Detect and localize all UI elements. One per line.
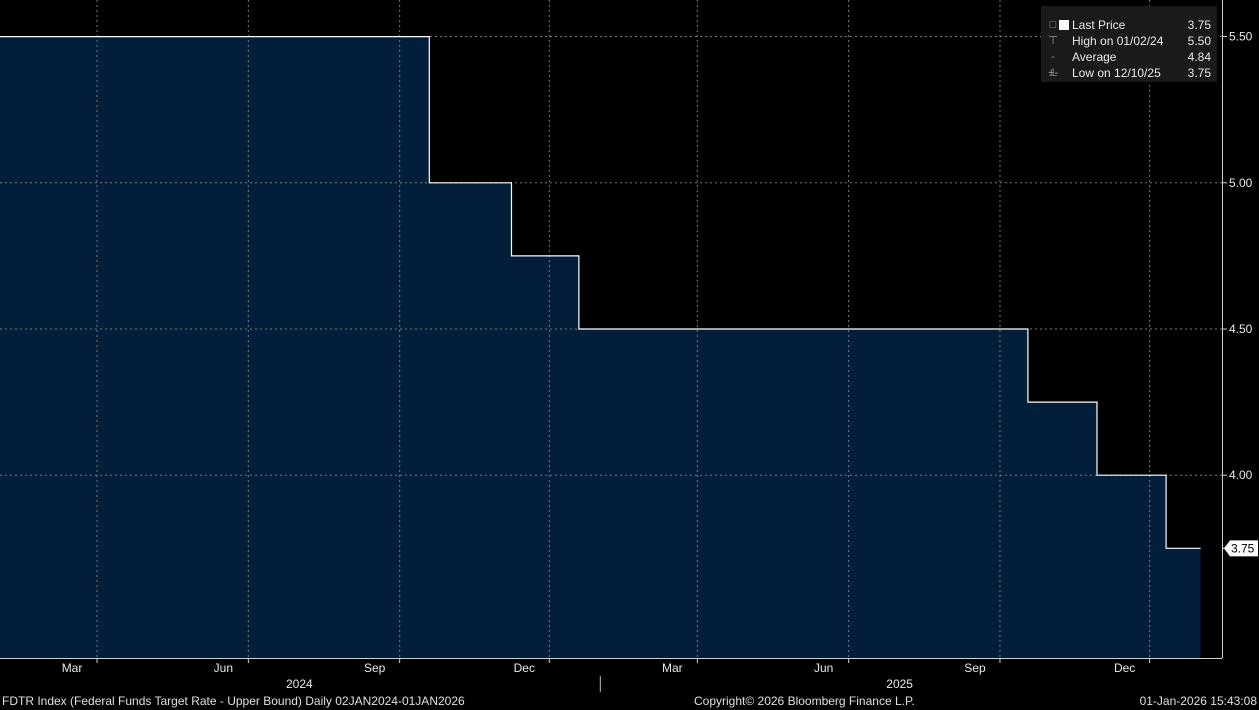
high-marker-icon: ⊤ — [1048, 35, 1058, 47]
legend-row-last-price: □ Last Price 3.75 — [1041, 17, 1217, 33]
legend-value: 3.75 — [1187, 66, 1211, 80]
last-value-label: 3.75 — [1231, 541, 1255, 555]
legend-row-low: ⊥ Low on 12/10/25 3.75 — [1041, 65, 1217, 81]
y-tick-label: 4.50 — [1229, 322, 1253, 336]
series-swatch-icon — [1059, 20, 1069, 30]
security-description: FDTR Index (Federal Funds Target Rate - … — [2, 694, 465, 708]
copyright-text: Copyright© 2026 Bloomberg Finance L.P. — [694, 694, 915, 708]
legend-value: 3.75 — [1187, 18, 1211, 32]
x-tick-label: Mar — [662, 661, 683, 675]
legend-label: Last Price — [1072, 18, 1126, 32]
y-tick-label: 4.00 — [1229, 468, 1253, 482]
timestamp: 01-Jan-2026 15:43:08 — [1139, 694, 1257, 708]
series-line — [0, 35, 1201, 549]
legend-value: 4.84 — [1187, 50, 1211, 64]
x-tick-label: Sep — [364, 661, 386, 675]
x-tick-label: Sep — [964, 661, 986, 675]
last-value-tag — [1224, 540, 1258, 557]
chart-legend: □ Last Price 3.75 ⊤ High on 01/02/24 5.5… — [1041, 6, 1217, 82]
legend-row-average: -+- Average 4.84 — [1041, 49, 1217, 79]
legend-label: Average — [1072, 50, 1117, 64]
low-marker-icon: ⊥ — [1048, 67, 1058, 79]
rate-chart: 5.50 5.00 4.50 4.00 Mar Jun Sep Dec Mar Jun Sep Dec… — [0, 0, 1258, 692]
collapse-icon[interactable]: □ — [1049, 19, 1057, 31]
x-tick-label: Dec — [1114, 661, 1135, 675]
year-label: 2025 — [886, 677, 913, 691]
area-fill — [0, 36, 1201, 659]
x-tick-label: Mar — [62, 661, 83, 675]
average-marker-icon: -+- — [1047, 51, 1059, 79]
x-tick-label: Dec — [514, 661, 535, 675]
y-tick-label: 5.50 — [1229, 30, 1253, 44]
legend-label: High on 01/02/24 — [1072, 34, 1164, 48]
y-tick-label: 5.00 — [1229, 176, 1253, 190]
legend-label: Low on 12/10/25 — [1072, 66, 1161, 80]
year-label: 2024 — [286, 677, 313, 691]
x-tick-label: Jun — [214, 661, 233, 675]
x-tick-label: Jun — [814, 661, 833, 675]
legend-value: 5.50 — [1187, 34, 1211, 48]
legend-row-high: ⊤ High on 01/02/24 5.50 — [1041, 33, 1217, 49]
